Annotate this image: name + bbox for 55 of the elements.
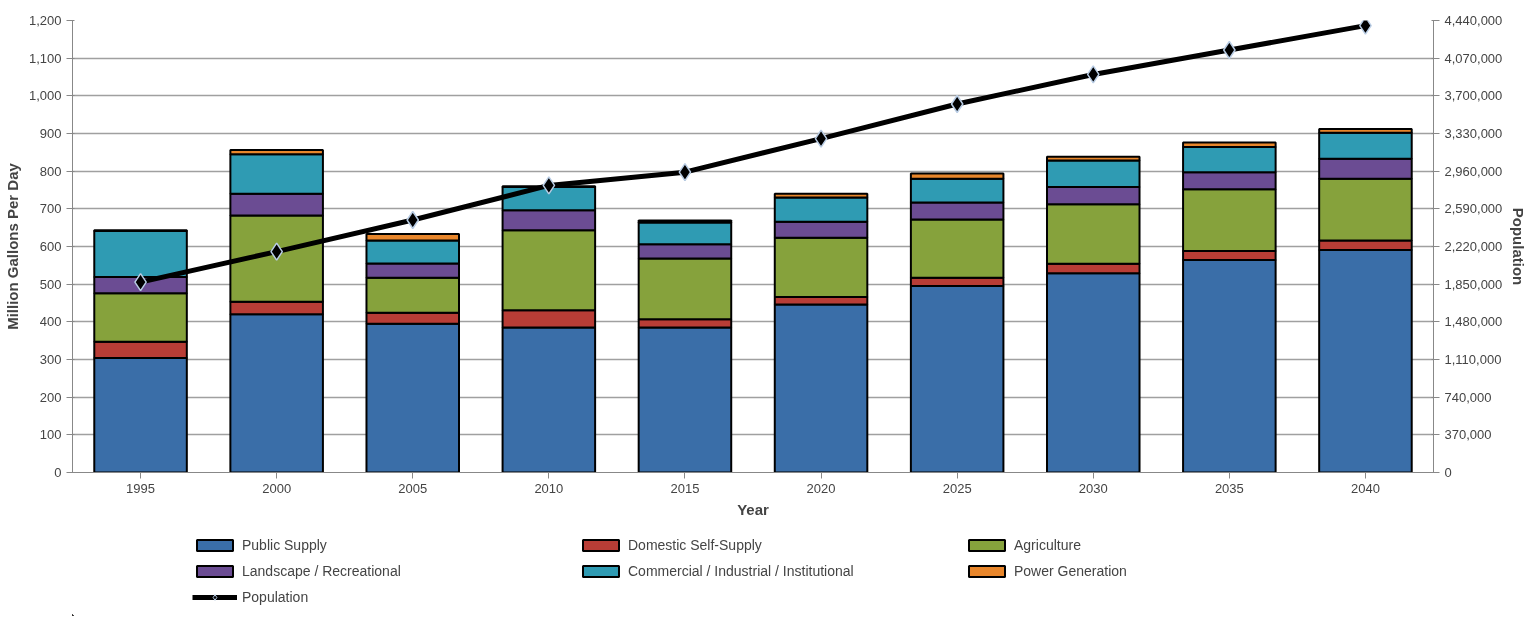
point [678,162,692,182]
y2-tick-label: 1,110,000 [1444,352,1502,367]
x-tick-label: 2015 [670,480,700,496]
point [950,94,964,114]
y2-tick-label: 4,070,000 [1444,50,1503,66]
y-tick-label: 800 [39,163,62,179]
point [1359,20,1372,35]
y2-tick-label: 2,220,000 [1444,239,1503,254]
legend-label: Domestic Self-Supply [628,537,763,553]
y-tick-label: 700 [39,201,62,217]
y-tick-label: 300 [39,352,62,367]
y2-tick-label: 4,440,000 [1444,13,1503,28]
y-tick-label: 200 [39,389,62,405]
y2-tick-label: 1,480,000 [1444,314,1503,330]
y2-tick-label: 370,000 [1444,427,1492,443]
x-tick-label: 2035 [1214,480,1244,496]
y2-tick-label: 3,330,000 [1444,126,1503,141]
y2-tick-label: 1,850,000 [1444,276,1503,292]
legend-label: Commercial / Industrial / Institutional [628,563,855,579]
y-tick-label: 1,200 [28,13,62,28]
y-tick-label: 900 [39,126,62,141]
y-tick-label: 500 [39,276,62,292]
y-tick-label: 400 [39,314,62,330]
legend-label: Agriculture [1014,537,1082,553]
y2-tick-label: 3,700,000 [1444,88,1503,104]
x-tick-label: 1995 [126,480,156,496]
y2-tick-label: 2,590,000 [1444,201,1503,217]
legend-label: Public Supply [242,537,328,553]
point [1086,65,1100,84]
point [542,176,556,195]
legend-label: Power Generation [1014,563,1128,579]
x-axis-title: Year [737,500,770,518]
y2-axis-title: Population [1510,207,1528,286]
y2-tick-label: 740,000 [1444,389,1492,405]
y-tick-label: 600 [39,239,62,254]
y2-tick-label: 0 [1444,465,1452,480]
y-tick-label: 1,000 [28,88,62,104]
y2-tick-label: 2,960,000 [1444,163,1503,179]
x-tick-label: 2025 [942,480,972,496]
point [814,129,828,148]
y-tick-label: 100 [39,427,62,443]
legend-label: Landscape / Recreational [242,563,402,579]
point [1222,40,1236,60]
point [406,210,420,230]
point [270,242,284,261]
y-tick-label: 0 [54,465,62,480]
legend-label: Population [242,589,310,605]
y-axis-title: Million Gallons Per Day [3,162,21,330]
x-tick-label: 2005 [398,480,428,496]
x-tick-label: 2010 [534,480,564,496]
y-tick-label: 1,100 [28,50,62,66]
x-tick-label: 2000 [262,480,292,496]
x-tick-label: 2030 [1078,480,1108,496]
x-tick-label: 2040 [1350,480,1380,496]
x-tick-label: 2020 [806,480,836,496]
